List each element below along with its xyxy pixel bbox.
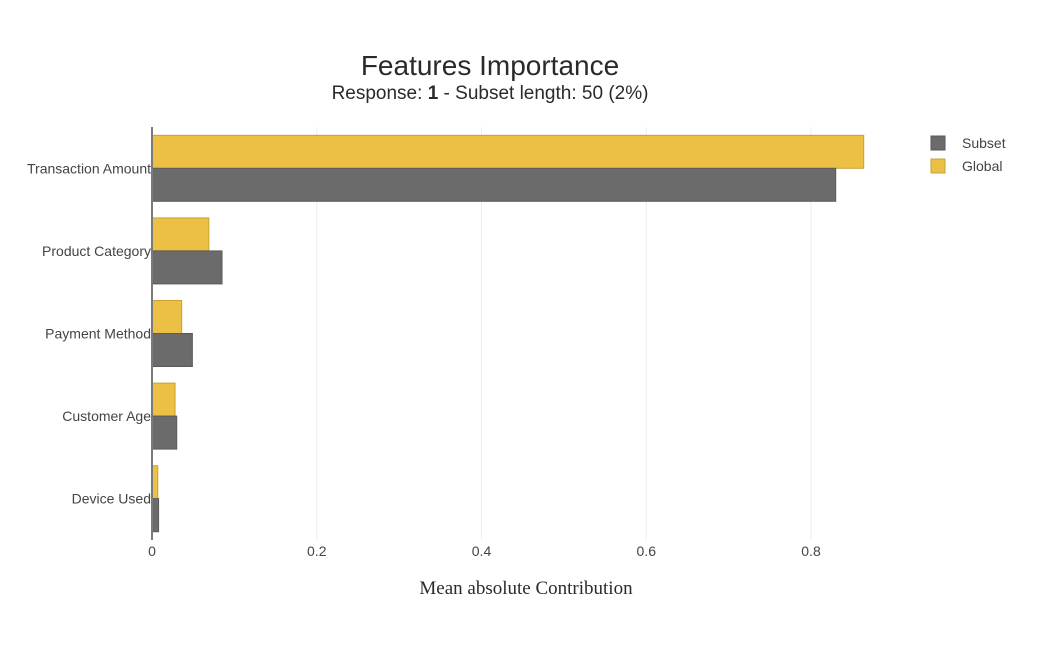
category-label: Payment Method (45, 326, 151, 342)
chart-title: Features Importance (361, 50, 619, 81)
category-label: Transaction Amount (27, 160, 151, 176)
legend-swatch (930, 135, 946, 151)
category-label: Product Category (42, 243, 151, 259)
subtitle-response-value: 1 (428, 83, 439, 104)
bar-global (151, 217, 210, 252)
x-tick-label: 0.8 (801, 543, 821, 559)
bar-subset (151, 415, 178, 450)
category-label: Device Used (72, 491, 151, 507)
bar-global (151, 382, 176, 417)
bar-subset (151, 333, 193, 367)
subtitle-suffix: - Subset length: 50 (2%) (438, 83, 648, 104)
legend-label: Global (962, 158, 1002, 174)
axis-layer: 0 0.2 0.4 0.6 0.8 Transaction Amount Product C… (27, 127, 821, 559)
legend[interactable]: Subset Global (930, 135, 1006, 174)
bars-layer (151, 134, 865, 533)
legend-swatch (930, 158, 946, 174)
legend-label: Subset (962, 135, 1006, 151)
subtitle-prefix: Response: (332, 83, 428, 104)
bar-global (151, 134, 865, 169)
x-axis-title: Mean absolute Contribution (419, 578, 633, 599)
x-tick-label: 0.4 (472, 543, 492, 559)
chart-subtitle: Response: 1 - Subset length: 50 (2%) (332, 83, 649, 104)
x-tick-label: 0 (148, 543, 156, 559)
x-tick-label: 0.6 (637, 543, 657, 559)
bar-subset (151, 250, 223, 285)
x-tick-label: 0.2 (307, 543, 327, 559)
bar-subset (151, 167, 837, 202)
category-label: Customer Age (62, 408, 151, 424)
bar-global (151, 300, 183, 334)
